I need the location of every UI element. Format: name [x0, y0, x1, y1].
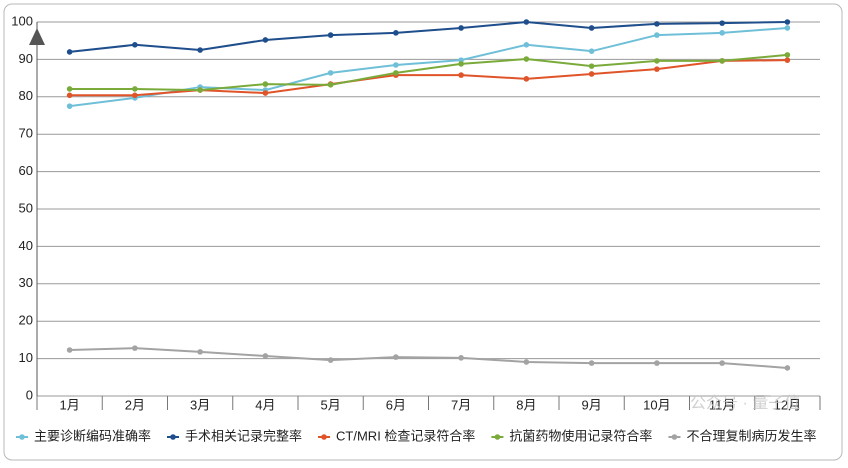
point [719, 360, 725, 366]
series-line [69, 53, 788, 92]
point [588, 71, 595, 77]
x-tick-label: 8月 [516, 397, 536, 412]
legend-marker [321, 434, 327, 440]
point [523, 359, 530, 365]
point [654, 66, 660, 72]
point [523, 42, 530, 48]
legend-label: CT/MRI 检查记录符合率 [336, 428, 475, 443]
y-tick-label: 0 [26, 387, 33, 402]
point [66, 347, 73, 353]
legend-label: 主要诊断编码准确率 [34, 428, 151, 443]
point [784, 365, 791, 371]
y-tick-label: 20 [19, 313, 33, 328]
y-tick-label: 60 [19, 163, 33, 178]
point [197, 87, 203, 93]
x-tick-label: 6月 [386, 397, 406, 412]
point [523, 56, 530, 62]
series-line [69, 20, 788, 53]
point [132, 86, 138, 92]
point [654, 360, 660, 366]
point [588, 63, 595, 69]
point [654, 32, 660, 38]
point [132, 42, 138, 48]
legend-label: 手术相关记录完整率 [185, 428, 302, 443]
x-tick-label: 12月 [774, 397, 801, 412]
point [393, 30, 399, 36]
point [327, 357, 334, 363]
y-tick-label: 10 [19, 350, 33, 365]
point [784, 52, 791, 58]
point [327, 82, 334, 88]
y-tick-label: 30 [19, 275, 33, 290]
point [262, 90, 269, 96]
point [262, 81, 269, 87]
point [327, 70, 334, 76]
point [197, 349, 203, 355]
y-tick-label: 100 [11, 13, 33, 28]
point [523, 76, 530, 82]
point [66, 92, 73, 99]
point [784, 25, 791, 31]
point [784, 19, 791, 25]
point [458, 355, 464, 361]
point [393, 62, 399, 68]
point [262, 37, 269, 43]
point [393, 354, 399, 360]
point [588, 360, 595, 366]
legend-marker [494, 434, 501, 440]
point [132, 345, 138, 351]
point [719, 20, 725, 26]
y-tick-label: 40 [19, 238, 33, 253]
x-tick-label: 7月 [451, 397, 471, 412]
point [719, 30, 725, 36]
point [458, 25, 464, 31]
point [588, 48, 595, 54]
x-tick-label: 4月 [255, 397, 275, 412]
point [66, 103, 73, 109]
legend-label: 抗菌药物使用记录符合率 [509, 428, 652, 443]
legend-marker [170, 434, 176, 440]
y-tick-label: 70 [19, 126, 33, 141]
series-line [69, 59, 788, 97]
x-tick-label: 5月 [321, 397, 341, 412]
point [66, 49, 73, 55]
point [393, 70, 399, 76]
point [588, 25, 595, 31]
point [654, 58, 660, 64]
frame [3, 3, 843, 461]
point [784, 57, 791, 63]
point [132, 92, 138, 99]
legend-marker [671, 434, 678, 440]
point [197, 47, 203, 53]
y-tick-label: 50 [19, 200, 33, 215]
x-tick-label: 11月 [709, 397, 736, 412]
watermark: 公众号 · 量子位 [690, 394, 800, 412]
point [262, 353, 269, 359]
x-tick-label: 2月 [125, 397, 145, 412]
legend-marker [19, 434, 25, 440]
point [66, 86, 73, 92]
legend-label: 不合理复制病历发生率 [686, 428, 816, 443]
series-line [69, 347, 788, 369]
x-tick-label: 9月 [582, 397, 602, 412]
point [458, 72, 464, 78]
x-tick-label: 1月 [60, 397, 80, 412]
x-tick-label: 3月 [190, 397, 210, 412]
y-tick-label: 80 [19, 88, 33, 103]
point [327, 32, 334, 38]
point [523, 19, 530, 25]
point [458, 61, 464, 67]
point [719, 58, 725, 64]
y-tick-label: 90 [19, 51, 33, 66]
point [654, 21, 660, 27]
x-tick-label: 10月 [643, 397, 670, 412]
